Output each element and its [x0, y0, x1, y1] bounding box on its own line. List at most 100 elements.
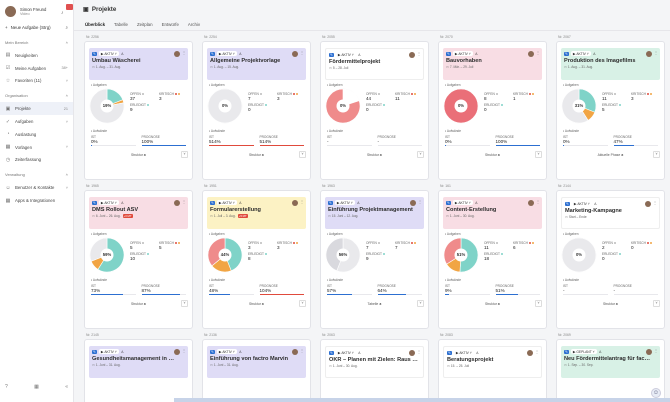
- project-name[interactable]: Beratungsprojekt: [447, 357, 494, 363]
- section-admin[interactable]: Verwaltung ˄: [0, 172, 73, 177]
- more-icon[interactable]: ⋮: [182, 50, 186, 55]
- avatar[interactable]: [292, 349, 298, 355]
- status-badge[interactable]: ▶ AKTIV ˅: [216, 51, 237, 56]
- avatar[interactable]: [409, 350, 415, 356]
- grid-icon[interactable]: ▦: [34, 384, 39, 390]
- project-name[interactable]: Formularerstellung: [210, 207, 261, 213]
- project-card[interactable]: Nr. 1963 ✎ ▶ AKTIV ˅ ♙ ⋮ Einführung Projektma…: [320, 184, 429, 329]
- status-badge[interactable]: ▶ AKTIV ˅: [571, 201, 592, 206]
- more-icon[interactable]: ⋮: [300, 50, 304, 55]
- avatar[interactable]: [292, 51, 298, 57]
- project-name[interactable]: OKR – Planen mit Zielen: Raus …: [329, 357, 418, 363]
- project-card[interactable]: Nr. 2063 ✎ ▶ AKTIV ˅ ♙ ⋮ OKR – Planen mit Zie…: [320, 333, 429, 402]
- avatar[interactable]: [645, 201, 651, 207]
- project-name[interactable]: Bauvorhaben: [446, 58, 482, 64]
- avatar[interactable]: [646, 51, 652, 57]
- avatar[interactable]: [528, 200, 534, 206]
- edit-icon[interactable]: ✎: [329, 52, 334, 57]
- user-profile[interactable]: Simon Freund Video ♪: [0, 0, 73, 20]
- project-card[interactable]: Nr. 2254 ✎ ▶ AKTIV ˅ ♙ ⋮ Allgemeine Projektvo…: [202, 35, 311, 180]
- project-name[interactable]: Fördermittelprojekt: [329, 59, 381, 65]
- sidebar-item-workload[interactable]: ◔ Auslastung: [0, 128, 73, 141]
- sidebar-item-apps[interactable]: ▦ Apps & Integrationen: [0, 194, 73, 207]
- status-badge[interactable]: ▶ AKTIV ˅: [98, 51, 119, 56]
- more-icon[interactable]: ⋮: [182, 348, 186, 353]
- edit-icon[interactable]: ✎: [328, 200, 333, 205]
- status-badge[interactable]: ▶ AKTIV ˅: [452, 51, 473, 56]
- sidebar-item-tasks[interactable]: ✓ Aufgaben ˅: [0, 115, 73, 128]
- tab-table[interactable]: Tabelle: [114, 22, 128, 27]
- chevron-down-icon[interactable]: ˅: [299, 151, 306, 159]
- more-icon[interactable]: ⋮: [654, 348, 658, 353]
- avatar[interactable]: [292, 200, 298, 206]
- new-task-button[interactable]: + Neue Aufgabe (Strg) ⌕: [5, 22, 68, 32]
- project-name[interactable]: Marketing-Kampagne: [565, 208, 622, 214]
- project-card[interactable]: Nr. 2070 ✎ ▶ AKTIV ˅ ♙ ⋮ Bauvorhaben ▭ 7. Mär.…: [438, 35, 547, 180]
- project-card[interactable]: Nr. 2256 ✎ ▶ AKTIV ˅ ♙ ⋮ Umbau Wäscherei ▭ 1. …: [84, 35, 193, 180]
- edit-icon[interactable]: ✎: [446, 51, 451, 56]
- view-selector[interactable]: Struktur ♣ ˅: [89, 300, 188, 308]
- status-badge[interactable]: ▶ AKTIV ˅: [452, 200, 473, 205]
- view-selector[interactable]: Struktur ♣ ˅: [443, 151, 542, 159]
- section-personal[interactable]: Mein Bereich ˄: [0, 40, 73, 45]
- sidebar-item-time-tracking[interactable]: ◷ Zeiterfassung: [0, 154, 73, 167]
- view-selector[interactable]: Aktuelle Phase ♣ ˅: [561, 151, 660, 159]
- project-name[interactable]: Umbau Wäscherei: [92, 58, 141, 64]
- chevron-down-icon[interactable]: ˅: [535, 300, 542, 308]
- edit-icon[interactable]: ✎: [564, 51, 569, 56]
- tab-archive[interactable]: Archiv: [187, 22, 201, 27]
- project-card[interactable]: Nr. 2145 ✎ ▶ AKTIV ˅ ♙ ⋮ Gesundheitsmanagemen…: [84, 333, 193, 402]
- view-selector[interactable]: Struktur ♣ ˅: [207, 151, 306, 159]
- status-badge[interactable]: ▶ AKTIV ˅: [335, 52, 356, 57]
- status-badge[interactable]: ▶ AKTIV ˅: [453, 350, 474, 355]
- avatar[interactable]: [174, 349, 180, 355]
- status-badge[interactable]: ▶ AKTIV ˅: [334, 200, 355, 205]
- more-icon[interactable]: ⋮: [417, 51, 421, 56]
- view-selector[interactable]: Tabelle ♣ ˅: [325, 300, 424, 308]
- more-icon[interactable]: ⋮: [653, 200, 657, 205]
- edit-icon[interactable]: ✎: [329, 350, 334, 355]
- help-icon[interactable]: ?: [5, 384, 8, 390]
- notification-badge[interactable]: [66, 4, 73, 10]
- edit-icon[interactable]: ✎: [92, 349, 97, 354]
- more-icon[interactable]: ⋮: [300, 348, 304, 353]
- project-card[interactable]: Nr. 2067 ✎ ▶ AKTIV ˅ ♙ ⋮ Produktion des Image…: [556, 35, 665, 180]
- avatar[interactable]: [174, 200, 180, 206]
- edit-icon[interactable]: ✎: [210, 200, 215, 205]
- more-icon[interactable]: ⋮: [418, 199, 422, 204]
- project-card[interactable]: Nr. 1951 ✎ ▶ AKTIV ˅ ♙ ⋮ Formularerstellung ▭ …: [202, 184, 311, 329]
- chevron-down-icon[interactable]: ˅: [653, 300, 660, 308]
- chevron-down-icon[interactable]: ˅: [299, 300, 306, 308]
- avatar[interactable]: [528, 51, 534, 57]
- more-icon[interactable]: ⋮: [536, 50, 540, 55]
- chevron-down-icon[interactable]: ˅: [417, 300, 424, 308]
- sidebar-item-users[interactable]: ☺ Benutzer & Kontakte ˅: [0, 181, 73, 194]
- status-badge[interactable]: ▶ AKTIV ˅: [98, 349, 119, 354]
- sidebar-item-my-tasks[interactable]: ☑ Meine Aufgaben 38+: [0, 62, 73, 75]
- view-selector[interactable]: Struktur ♣ ˅: [561, 300, 660, 308]
- more-icon[interactable]: ⋮: [300, 199, 304, 204]
- collapse-icon[interactable]: «: [65, 384, 68, 390]
- section-org[interactable]: Organisation ˄: [0, 93, 73, 98]
- avatar[interactable]: [5, 6, 16, 17]
- status-badge[interactable]: ▶ GEPLANT ˅: [570, 349, 597, 354]
- project-name[interactable]: Neu Fördermittelantrag für fac…: [564, 356, 651, 362]
- project-name[interactable]: Allgemeine Projektvorlage: [210, 58, 281, 64]
- edit-icon[interactable]: ✎: [446, 200, 451, 205]
- more-icon[interactable]: ⋮: [535, 349, 539, 354]
- bell-icon[interactable]: ♪: [61, 10, 64, 16]
- view-selector[interactable]: Struktur ♣ ˅: [443, 300, 542, 308]
- view-selector[interactable]: Struktur ♣ ˅: [207, 300, 306, 308]
- avatar[interactable]: [527, 350, 533, 356]
- chevron-down-icon[interactable]: ˅: [653, 151, 660, 159]
- project-card[interactable]: Nr. 1965 ✎ ▶ AKTIV ˅ ♙ ⋮ DMS Rollout ASV ▭ 6. …: [84, 184, 193, 329]
- chat-button[interactable]: ☺: [651, 388, 661, 398]
- view-selector[interactable]: Struktur ♣ ˅: [325, 151, 424, 159]
- chevron-down-icon[interactable]: ˅: [181, 151, 188, 159]
- more-icon[interactable]: ⋮: [536, 199, 540, 204]
- more-icon[interactable]: ⋮: [182, 199, 186, 204]
- project-name[interactable]: Content-Erstellung: [446, 207, 497, 213]
- edit-icon[interactable]: ✎: [92, 51, 97, 56]
- view-selector[interactable]: Struktur ♣ ˅: [89, 151, 188, 159]
- edit-icon[interactable]: ✎: [210, 349, 215, 354]
